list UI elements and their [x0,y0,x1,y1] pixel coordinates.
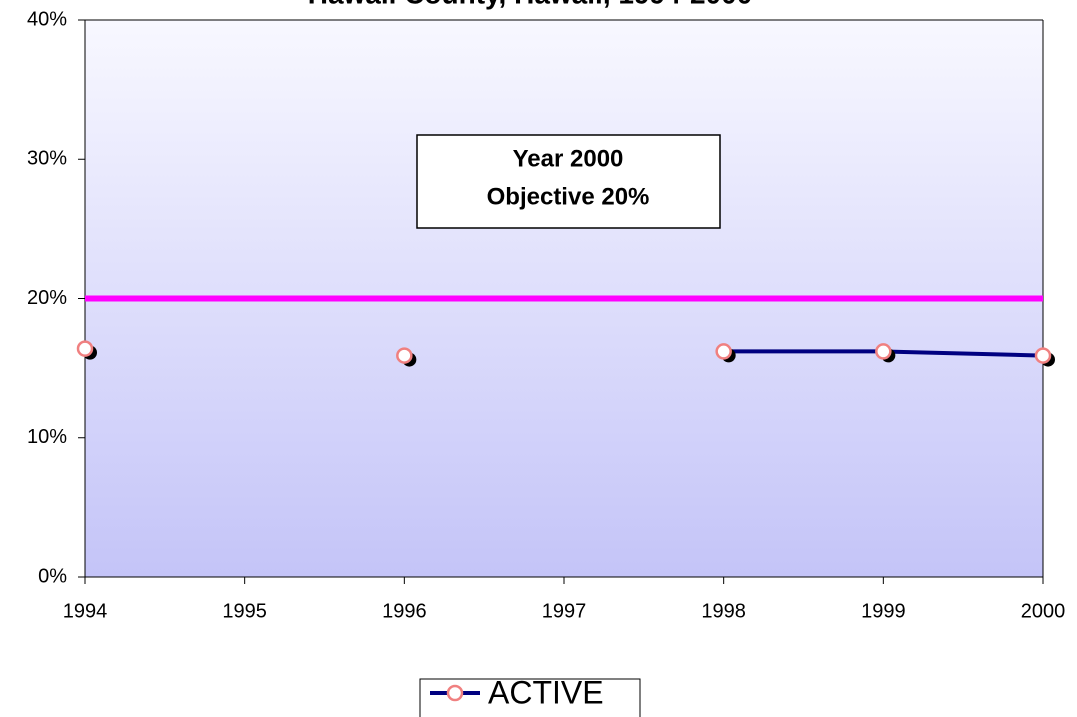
x-tick-label: 1995 [222,600,267,622]
legend-marker [446,684,464,702]
x-tick-label: 1997 [542,600,587,622]
marker [76,340,94,357]
annotation-box [416,134,721,229]
marker [875,343,892,360]
y-tick-label: 30% [27,148,67,170]
x-tick-label: 1998 [701,600,746,622]
annotation-text: Objective 20% [487,183,650,210]
y-tick-label: 10% [27,426,67,448]
x-tick-label: 2000 [1021,600,1066,622]
x-tick-label: 1999 [861,600,906,622]
x-tick-label: 1994 [63,600,108,622]
marker [396,347,413,364]
annotation-text: Year 2000 [513,145,624,172]
marker [1034,347,1052,364]
y-tick-label: 40% [27,8,67,30]
marker [715,343,732,360]
chart-title: Hawaii County, Hawaii, 1994-2000 [308,0,753,9]
legend-label: ACTIVE [488,674,604,710]
y-tick-label: 20% [27,287,67,309]
x-tick-label: 1996 [382,600,427,622]
y-tick-label: 0% [38,565,67,587]
